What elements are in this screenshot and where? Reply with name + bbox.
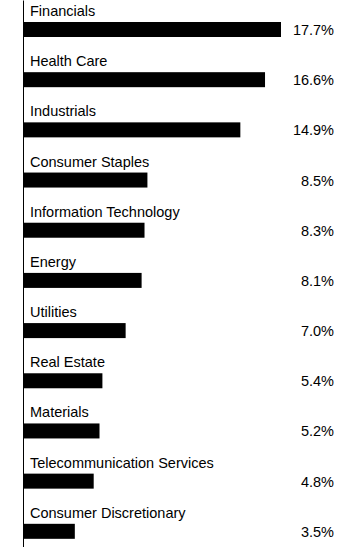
data-label: 7.0% (301, 323, 334, 339)
category-label: Energy (30, 254, 77, 270)
data-label: 8.5% (301, 173, 334, 189)
tick: Health Care (30, 53, 107, 69)
data-label: 8.1% (301, 273, 334, 289)
data-label: 3.5% (301, 524, 334, 540)
category-label: Real Estate (30, 354, 105, 370)
data-label: 8.3% (301, 223, 334, 239)
data-label: 4.8% (301, 474, 334, 490)
tick: Industrials (30, 103, 96, 119)
data-label: 14.9% (293, 122, 334, 138)
bar (24, 22, 281, 37)
chart: Financials Health Care Industrials Consumer… (0, 0, 360, 547)
category-label: Industrials (30, 103, 96, 119)
data-labels: 17.7% 16.6% 14.9% 8.5% 8.3% 8.1% 7.0% 5.4% 5.2% 4… (293, 22, 334, 540)
bar (24, 373, 102, 388)
bar (24, 173, 147, 188)
bar (24, 423, 100, 438)
bar (24, 323, 126, 338)
category-label: Consumer Discretionary (30, 505, 186, 521)
category-label: Health Care (30, 53, 107, 69)
category-label: Financials (30, 3, 95, 19)
category-label: Materials (30, 404, 89, 420)
tick: Consumer Discretionary (30, 505, 186, 521)
data-label: 17.7% (293, 22, 334, 38)
data-label: 5.4% (301, 373, 334, 389)
category-label: Consumer Staples (30, 154, 149, 170)
bar (24, 223, 145, 238)
tick: Real Estate (30, 354, 105, 370)
bar (24, 72, 265, 87)
tick: Materials (30, 404, 89, 420)
bar (24, 524, 75, 539)
category-label: Utilities (30, 304, 77, 320)
tick: Information Technology (30, 204, 180, 220)
category-label: Information Technology (30, 204, 180, 220)
bar (24, 474, 94, 489)
tick: Telecommunication Services (30, 455, 214, 471)
tick: Financials (30, 3, 95, 19)
tick: Energy (30, 254, 77, 270)
bars (24, 22, 281, 539)
category-label: Telecommunication Services (30, 455, 214, 471)
axis-line (23, 1, 24, 547)
bar (24, 122, 240, 137)
category-axis: Financials Health Care Industrials Consumer… (24, 1, 214, 547)
data-label: 5.2% (301, 423, 334, 439)
bar (24, 273, 142, 288)
tick: Consumer Staples (30, 154, 149, 170)
tick: Utilities (30, 304, 77, 320)
data-label: 16.6% (293, 72, 334, 88)
